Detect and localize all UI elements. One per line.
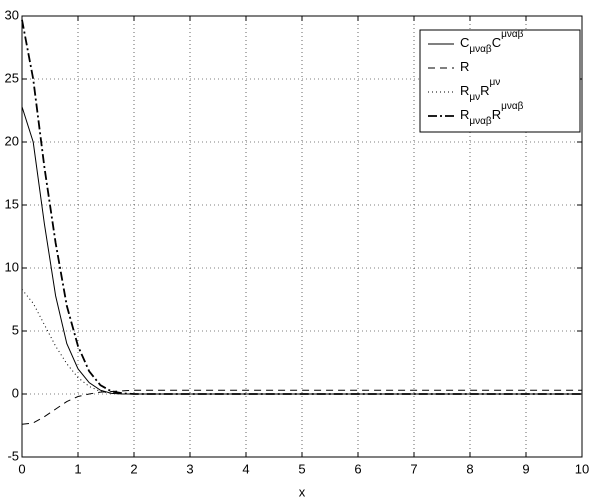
y-tick-label: 25 — [5, 70, 19, 85]
y-tick-label: 0 — [12, 385, 19, 400]
x-tick-label: 9 — [522, 461, 529, 476]
legend-label: CμναβCμναβ — [460, 29, 524, 55]
x-tick-label: 5 — [298, 461, 305, 476]
series-line — [21, 389, 582, 425]
x-tick-label: 10 — [575, 461, 589, 476]
y-tick-label: 5 — [12, 322, 19, 337]
x-tick-label: 8 — [466, 461, 473, 476]
x-tick-label: 3 — [186, 461, 193, 476]
x-axis-label: x — [299, 484, 306, 499]
plot-frame — [21, 15, 583, 458]
x-tick-label: 4 — [242, 461, 249, 476]
x-tick-label: 7 — [410, 461, 417, 476]
x-tick-label: 1 — [74, 461, 81, 476]
legend-label: RμνRμν — [460, 77, 500, 103]
y-tick-label: -5 — [7, 448, 19, 463]
x-tick-label: 2 — [130, 461, 137, 476]
x-tick-label: 0 — [18, 461, 25, 476]
y-tick-label: 30 — [5, 7, 19, 22]
legend-label: RμναβRμναβ — [460, 101, 524, 127]
legend-label: R — [460, 59, 469, 74]
y-tick-label: 15 — [5, 196, 19, 211]
series-line — [21, 19, 582, 395]
x-tick-label: 6 — [354, 461, 361, 476]
legend-box — [419, 29, 581, 133]
y-tick-label: 20 — [5, 133, 19, 148]
y-tick-label: 10 — [5, 259, 19, 274]
